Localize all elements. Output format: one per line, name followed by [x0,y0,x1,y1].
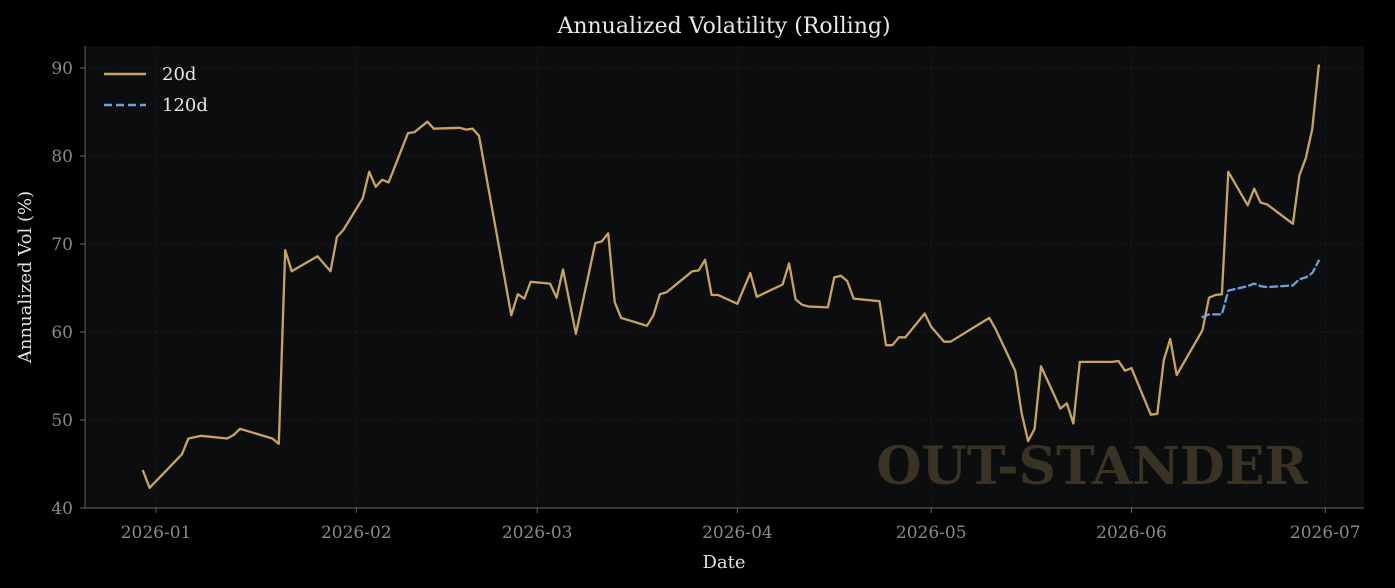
watermark-text: OUT-STANDER [876,436,1308,497]
y-tick-label: 90 [51,59,73,79]
x-axis-ticks: 2026-01 2026-02 2026-03 2026-04 2026-05 2026-… [121,508,1361,543]
y-axis-label: Annualized Vol (%) [15,191,36,364]
legend: 20d 120d [104,64,208,116]
series-line-20d [141,64,1320,489]
x-axis-label: Date [702,552,745,573]
x-tick-label: 2026-04 [702,523,773,543]
series-line-120d [1201,259,1320,319]
y-axis-ticks: 40 50 60 70 80 90 [51,59,85,519]
plot-area [85,46,1364,508]
y-tick-label: 40 [51,499,73,519]
y-tick-label: 60 [51,323,73,343]
x-tick-label: 2026-05 [896,523,967,543]
y-tick-label: 80 [51,147,73,167]
x-tick-label: 2026-03 [502,523,573,543]
y-tick-label: 70 [51,235,73,255]
legend-label-20d: 20d [162,64,196,85]
x-tick-label: 2026-01 [121,523,192,543]
y-tick-label: 50 [51,411,73,431]
x-tick-label: 2026-06 [1096,523,1167,543]
series-layer [141,64,1320,489]
x-tick-label: 2026-07 [1290,523,1361,543]
legend-label-120d: 120d [162,95,208,116]
chart-title: Annualized Volatility (Rolling) [556,14,890,39]
x-tick-label: 2026-02 [321,523,392,543]
